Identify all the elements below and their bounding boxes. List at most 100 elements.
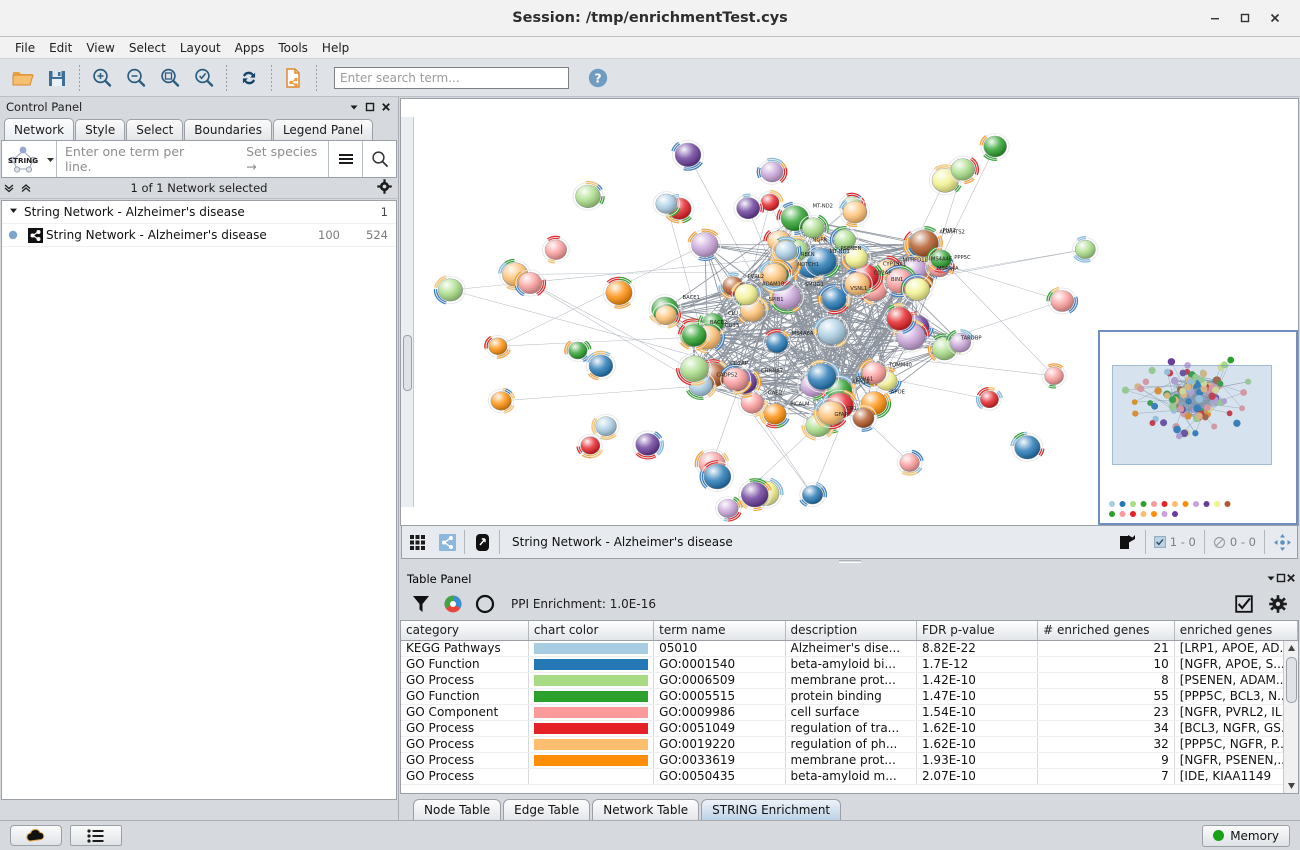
panel-float-icon[interactable] <box>362 99 378 115</box>
table-vertical-scrollbar[interactable] <box>1283 641 1298 793</box>
network-node[interactable] <box>671 140 705 171</box>
network-node[interactable] <box>737 478 772 512</box>
settings-gear-icon[interactable] <box>1264 591 1292 617</box>
menu-layout[interactable]: Layout <box>179 40 221 55</box>
fit-content-icon[interactable] <box>1267 526 1297 558</box>
network-node[interactable] <box>945 329 975 355</box>
grid-layout-icon[interactable] <box>402 526 432 558</box>
table-row[interactable]: GO Function GO:0001540 beta-amyloid bi... 1… <box>401 656 1298 673</box>
canvas-scroll-thumb[interactable] <box>403 335 412 391</box>
network-node[interactable] <box>776 201 813 235</box>
network-node[interactable] <box>585 350 616 381</box>
tab-network[interactable]: Network <box>4 118 75 140</box>
network-node[interactable] <box>804 359 841 393</box>
tab-node-table[interactable]: Node Table <box>413 799 502 820</box>
enrichment-table[interactable]: category chart color term name descripti… <box>400 620 1299 794</box>
string-logo-icon[interactable]: STRING <box>2 141 44 177</box>
panel-splitter[interactable] <box>399 559 1300 564</box>
menu-file[interactable]: File <box>15 40 36 55</box>
tab-string-enrichment[interactable]: STRING Enrichment <box>701 799 842 820</box>
menu-edit[interactable]: Edit <box>49 40 73 55</box>
menu-select[interactable]: Select <box>128 40 166 55</box>
column-header-enriched-genes[interactable]: enriched genes <box>1174 621 1298 641</box>
network-node[interactable] <box>484 334 511 359</box>
network-node[interactable] <box>975 387 1003 411</box>
zoom-selected-icon[interactable] <box>187 62 221 94</box>
memory-status-button[interactable]: Memory <box>1202 824 1290 847</box>
network-node[interactable] <box>1010 431 1045 462</box>
save-icon[interactable] <box>40 62 74 94</box>
network-node[interactable] <box>733 193 765 222</box>
tab-boundaries[interactable]: Boundaries <box>184 119 272 140</box>
network-node[interactable] <box>699 460 735 492</box>
column-header-fdr-pvalue[interactable]: FDR p-value <box>916 621 1039 641</box>
settings-gear-icon[interactable] <box>377 179 392 197</box>
table-row[interactable]: GO Component GO:0009986 cell surface 1.54E-… <box>401 704 1298 721</box>
network-node[interactable] <box>799 214 829 242</box>
network-node[interactable] <box>714 496 743 522</box>
network-node[interactable] <box>857 358 890 388</box>
network-node[interactable] <box>849 404 878 432</box>
network-node[interactable] <box>514 269 547 297</box>
column-header-description[interactable]: description <box>785 621 917 641</box>
table-panel-close-icon[interactable] <box>1286 572 1296 586</box>
network-node[interactable] <box>928 164 963 196</box>
network-node[interactable] <box>652 302 681 329</box>
table-row[interactable]: GO Process GO:0050435 beta-amyloid m... 2.0… <box>401 768 1298 785</box>
search-input[interactable]: Enter search term... <box>334 66 569 89</box>
network-tree-item[interactable]: String Network - Alzheimer's disease 100… <box>2 224 396 247</box>
birds-eye-view[interactable] <box>1098 330 1298 525</box>
network-node[interactable] <box>813 398 848 430</box>
table-row[interactable]: GO Process GO:0051049 regulation of tra...… <box>401 720 1298 737</box>
network-graph-svg[interactable]: MT-ND2 MT-ND1 VSNL1 GAB2 ADAMTS2 PVRL2 TOMM40 S… <box>401 99 1298 525</box>
network-node[interactable] <box>817 284 851 315</box>
menu-view[interactable]: View <box>86 40 115 55</box>
network-node[interactable] <box>926 246 955 273</box>
column-header-enriched-count[interactable]: # enriched genes <box>1037 621 1175 641</box>
network-node[interactable] <box>572 180 605 211</box>
tab-style[interactable]: Style <box>75 119 126 140</box>
select-all-icon[interactable] <box>1230 591 1258 617</box>
scroll-up-icon[interactable] <box>1287 641 1296 655</box>
network-node[interactable] <box>770 236 802 265</box>
network-node[interactable] <box>720 363 753 395</box>
collapse-all-icon[interactable] <box>0 180 17 197</box>
set-species-link[interactable]: Set species → <box>246 144 318 174</box>
zoom-in-icon[interactable] <box>85 62 119 94</box>
network-node[interactable] <box>730 280 763 308</box>
network-node[interactable] <box>839 198 871 228</box>
scroll-down-icon[interactable] <box>1287 779 1296 793</box>
maximize-button[interactable] <box>1230 5 1260 31</box>
table-row[interactable]: GO Function GO:0005515 protein binding 1.47… <box>401 688 1298 705</box>
expand-all-icon[interactable] <box>17 180 34 197</box>
network-node[interactable] <box>813 315 850 348</box>
network-node[interactable] <box>763 329 791 356</box>
column-header-term-name[interactable]: term name <box>653 621 786 641</box>
network-node[interactable] <box>758 259 791 291</box>
network-node[interactable] <box>676 353 712 386</box>
network-node[interactable] <box>829 226 859 254</box>
canvas-vertical-scrollbar[interactable] <box>401 117 414 507</box>
network-node[interactable] <box>602 276 636 309</box>
network-node[interactable] <box>1041 363 1067 389</box>
tab-legend-panel[interactable]: Legend Panel <box>272 119 374 140</box>
menu-help[interactable]: Help <box>321 40 350 55</box>
birds-eye-viewport[interactable] <box>1112 365 1272 465</box>
network-node[interactable] <box>433 275 466 305</box>
network-node[interactable] <box>652 191 681 218</box>
network-node[interactable] <box>756 157 788 185</box>
share-icon[interactable] <box>432 526 462 558</box>
tab-network-table[interactable]: Network Table <box>592 799 700 820</box>
column-header-chart-color[interactable]: chart color <box>528 621 655 641</box>
network-node[interactable] <box>687 228 722 261</box>
expand-triangle-icon[interactable] <box>2 206 24 218</box>
cloud-icon[interactable] <box>10 825 62 846</box>
network-node[interactable] <box>1072 236 1099 263</box>
table-row[interactable]: GO Process GO:0019220 regulation of ph... 1… <box>401 736 1298 753</box>
refresh-icon[interactable] <box>232 62 266 94</box>
list-icon[interactable] <box>70 825 122 846</box>
network-node[interactable] <box>892 319 930 353</box>
magnifier-icon[interactable] <box>362 141 396 177</box>
network-node[interactable] <box>840 268 873 299</box>
table-panel-dropdown-icon[interactable] <box>1266 572 1276 586</box>
